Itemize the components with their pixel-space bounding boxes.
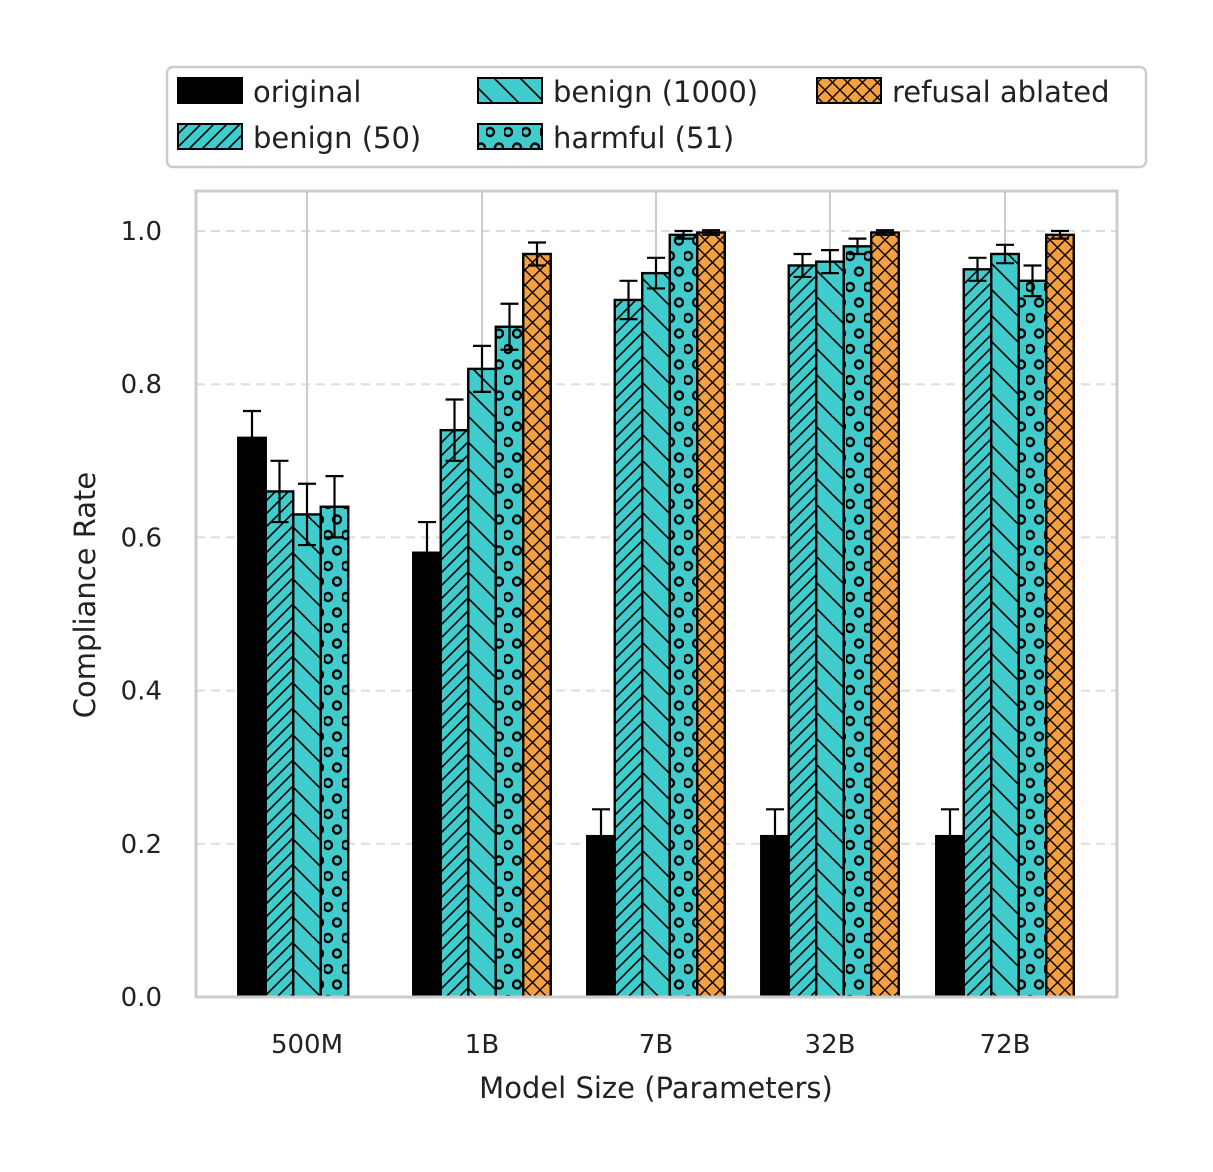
- error-bar: [968, 256, 987, 282]
- bar-benign-1000-7b: [641, 271, 671, 999]
- x-tick-label: 1B: [465, 1030, 499, 1060]
- error-bar: [766, 808, 784, 865]
- x-tick-label: 500M: [271, 1030, 343, 1060]
- legend-swatch-original: [177, 77, 243, 104]
- y-tick-label: 0.0: [121, 983, 162, 1013]
- bar-harmful-51-72b: [1017, 279, 1048, 999]
- error-bar: [619, 279, 638, 321]
- error-bar: [793, 252, 812, 279]
- bar-harmful-51-7b: [668, 233, 699, 999]
- error-bar: [702, 229, 720, 236]
- error-bar: [1023, 264, 1042, 298]
- legend-swatch-benign-50: [177, 123, 243, 150]
- legend-label-harmful-51: harmful (51): [553, 121, 734, 155]
- legend-label-benign-50: benign (50): [253, 121, 421, 155]
- error-bar: [500, 302, 519, 351]
- error-bar: [941, 808, 959, 865]
- legend-label-refusal-ablated: refusal ablated: [892, 75, 1110, 109]
- error-bar: [270, 459, 289, 524]
- bar-benign-50-72b: [962, 268, 993, 999]
- y-tick-label: 0.6: [121, 523, 162, 553]
- bar-benign-50-32b: [787, 264, 818, 999]
- legend-label-original: original: [253, 75, 361, 109]
- x-tick-label: 72B: [980, 1030, 1031, 1060]
- error-bar: [592, 808, 610, 865]
- error-bar: [243, 409, 261, 466]
- bar-refusal-ablated-1b: [522, 252, 552, 999]
- error-bar: [528, 241, 546, 267]
- y-tick-label: 0.8: [121, 370, 162, 400]
- bar-benign-1000-72b: [990, 252, 1020, 999]
- bar-refusal-ablated-72b: [1045, 233, 1075, 999]
- error-bar: [1051, 229, 1069, 240]
- y-tick-label: 0.2: [121, 830, 162, 860]
- error-bar: [298, 482, 316, 547]
- bar-original-500m: [237, 436, 267, 999]
- y-tick-label: 1.0: [121, 217, 162, 247]
- x-axis-label: Model Size (Parameters): [479, 1071, 833, 1105]
- bar-harmful-51-32b: [842, 245, 873, 999]
- tick-labels: 0.0 0.2 0.4 0.6 0.8 1.0 500M 1B 7B 32B 72B: [121, 217, 1031, 1060]
- bar-benign-50-7b: [613, 298, 644, 999]
- error-bar: [821, 249, 839, 275]
- bar-benign-1000-1b: [467, 367, 497, 999]
- error-bars: [243, 229, 1069, 865]
- x-tick-label: 7B: [639, 1030, 673, 1060]
- bar-original-1b: [412, 551, 442, 999]
- bar-benign-1000-32b: [815, 260, 845, 999]
- x-tick-label: 32B: [805, 1030, 856, 1060]
- error-bar: [848, 237, 867, 256]
- error-bar: [473, 344, 491, 393]
- bars: [237, 231, 1075, 999]
- error-bar: [996, 243, 1014, 265]
- error-bar: [876, 229, 894, 236]
- bar-harmful-51-500m: [319, 505, 350, 999]
- bar-benign-1000-500m: [292, 513, 322, 999]
- legend-swatch-harmful-51: [477, 123, 543, 150]
- legend: original benign (50) benign (1000) harmf…: [165, 65, 1148, 169]
- bar-refusal-ablated-32b: [870, 231, 900, 999]
- y-axis-label: Compliance Rate: [68, 472, 102, 718]
- legend-label-benign-1000: benign (1000): [553, 75, 758, 109]
- error-bar: [418, 520, 436, 585]
- plot-frame: [194, 189, 1119, 999]
- bar-harmful-51-1b: [494, 325, 525, 999]
- legend-swatch-benign-1000: [477, 77, 543, 104]
- bar-benign-50-1b: [439, 428, 470, 999]
- error-bar: [445, 398, 464, 462]
- error-bar: [325, 475, 344, 539]
- bar-refusal-ablated-7b: [696, 231, 726, 999]
- y-tick-label: 0.4: [121, 677, 162, 707]
- error-bar: [647, 256, 665, 290]
- bar-benign-50-500m: [264, 490, 295, 999]
- legend-frame: [165, 65, 1148, 169]
- error-bar: [674, 229, 693, 240]
- legend-swatch-refusal-ablated: [816, 77, 882, 104]
